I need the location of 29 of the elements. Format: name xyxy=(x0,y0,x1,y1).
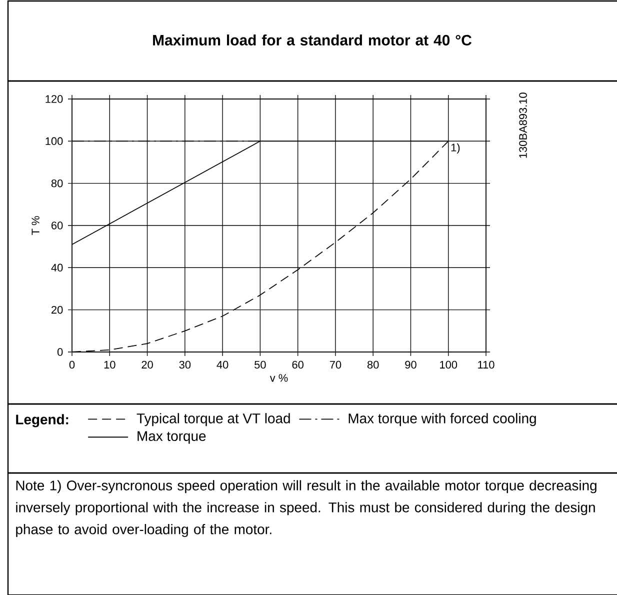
y-tick-label: 100 xyxy=(46,137,63,146)
text: 130BA893.10 xyxy=(519,92,527,158)
y-tick-label: 20 xyxy=(52,306,63,314)
x-tick-label: 40 xyxy=(216,360,228,369)
y-tick-label: 60 xyxy=(52,222,63,230)
x-axis-title: v % xyxy=(270,374,288,382)
y-tick-label: 80 xyxy=(51,179,63,188)
x-tick-label: 10 xyxy=(104,360,116,369)
annotation: 1) xyxy=(451,143,460,154)
legend-label: Max torque xyxy=(138,431,206,444)
text: Note 1) Over-syncronous speed operation will result in the available motor torque decreasing inversely proportional with the increase in speed. This must be considered during the design phase to avoid over-loading of the motor. xyxy=(16,480,596,538)
x-tick-label: 90 xyxy=(405,360,416,369)
x-tick-label: 100 xyxy=(440,360,458,369)
x-tick-label: 0 xyxy=(69,360,75,369)
x-tick-label: 110 xyxy=(478,360,494,369)
y-tick-label: 40 xyxy=(51,264,63,272)
y-tick-label: 0 xyxy=(57,348,63,356)
legend-title: Legend: xyxy=(16,414,68,428)
x-tick-label: 70 xyxy=(330,360,342,369)
x-tick-label: 50 xyxy=(254,360,266,369)
chart-title: Maximum load for a standard motor at 40 °C xyxy=(153,34,472,46)
x-tick-label: 30 xyxy=(179,360,191,369)
y-axis-title: T % xyxy=(32,216,40,235)
legend-label: Max torque with forced cooling xyxy=(348,413,536,426)
x-tick-label: 20 xyxy=(142,360,153,369)
x-tick-label: 60 xyxy=(292,360,304,369)
y-tick-label: 120 xyxy=(46,95,63,103)
x-tick-label: 80 xyxy=(367,360,379,369)
legend-label: Typical torque at VT load xyxy=(136,413,290,426)
